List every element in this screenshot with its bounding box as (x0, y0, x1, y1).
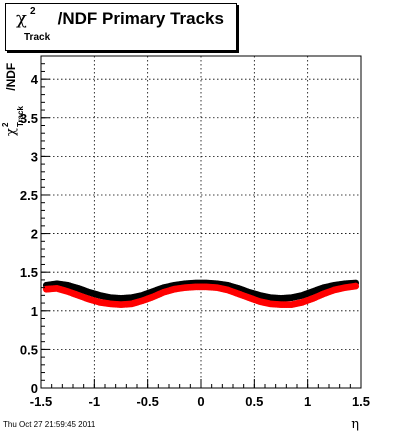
y-tick-label: 2 (31, 227, 38, 242)
ylabel-superscript: 2 (1, 122, 10, 127)
data-point (352, 282, 360, 290)
x-tick-label: 0.5 (245, 394, 263, 409)
y-tick-label: 0 (31, 381, 38, 396)
ylabel-subscript: Track (16, 106, 25, 127)
y-tick-label: 1 (31, 304, 38, 319)
y-tick-label: 3 (31, 149, 38, 164)
ylabel-text: /NDF (4, 62, 18, 91)
x-tick-label: 0 (197, 394, 204, 409)
x-tick-label: 1.5 (352, 394, 370, 409)
plot-frame (40, 55, 362, 389)
title-chi-symbol: χ (16, 8, 27, 29)
title-superscript: 2 (30, 6, 36, 17)
x-tick-label: -1.5 (30, 394, 52, 409)
data-markers (42, 279, 360, 309)
y-tick-label: 2.5 (20, 188, 38, 203)
y-tick-label: 4 (31, 72, 39, 87)
grid-lines (41, 56, 361, 388)
title-subscript: Track (24, 32, 51, 43)
y-tick-label: 1.5 (20, 265, 38, 280)
x-tick-label: -1 (89, 394, 101, 409)
series-1 (42, 282, 360, 309)
x-axis-label: η (351, 417, 359, 432)
x-tick-label: -0.5 (136, 394, 158, 409)
chart-title: χ 2 Track /NDF Primary Tracks (16, 6, 224, 43)
y-tick-label: 0.5 (20, 342, 38, 357)
title-main-text: /NDF Primary Tracks (57, 9, 224, 28)
ylabel-chi-symbol: χ (4, 128, 19, 136)
axis-ticks: -1.5 -1 -0.5 0 0.5 1 1.5 0 0.5 1 1.5 2 2.5 3 3.5 4 (20, 55, 370, 409)
timestamp: Thu Oct 27 21:59:45 2011 (3, 420, 96, 429)
x-tick-label: 1 (304, 394, 311, 409)
y-axis-label: χ 2 Track /NDF (1, 50, 30, 136)
y-tick-label: 3.5 (20, 111, 38, 126)
title-box: χ 2 Track /NDF Primary Tracks (5, 3, 237, 51)
